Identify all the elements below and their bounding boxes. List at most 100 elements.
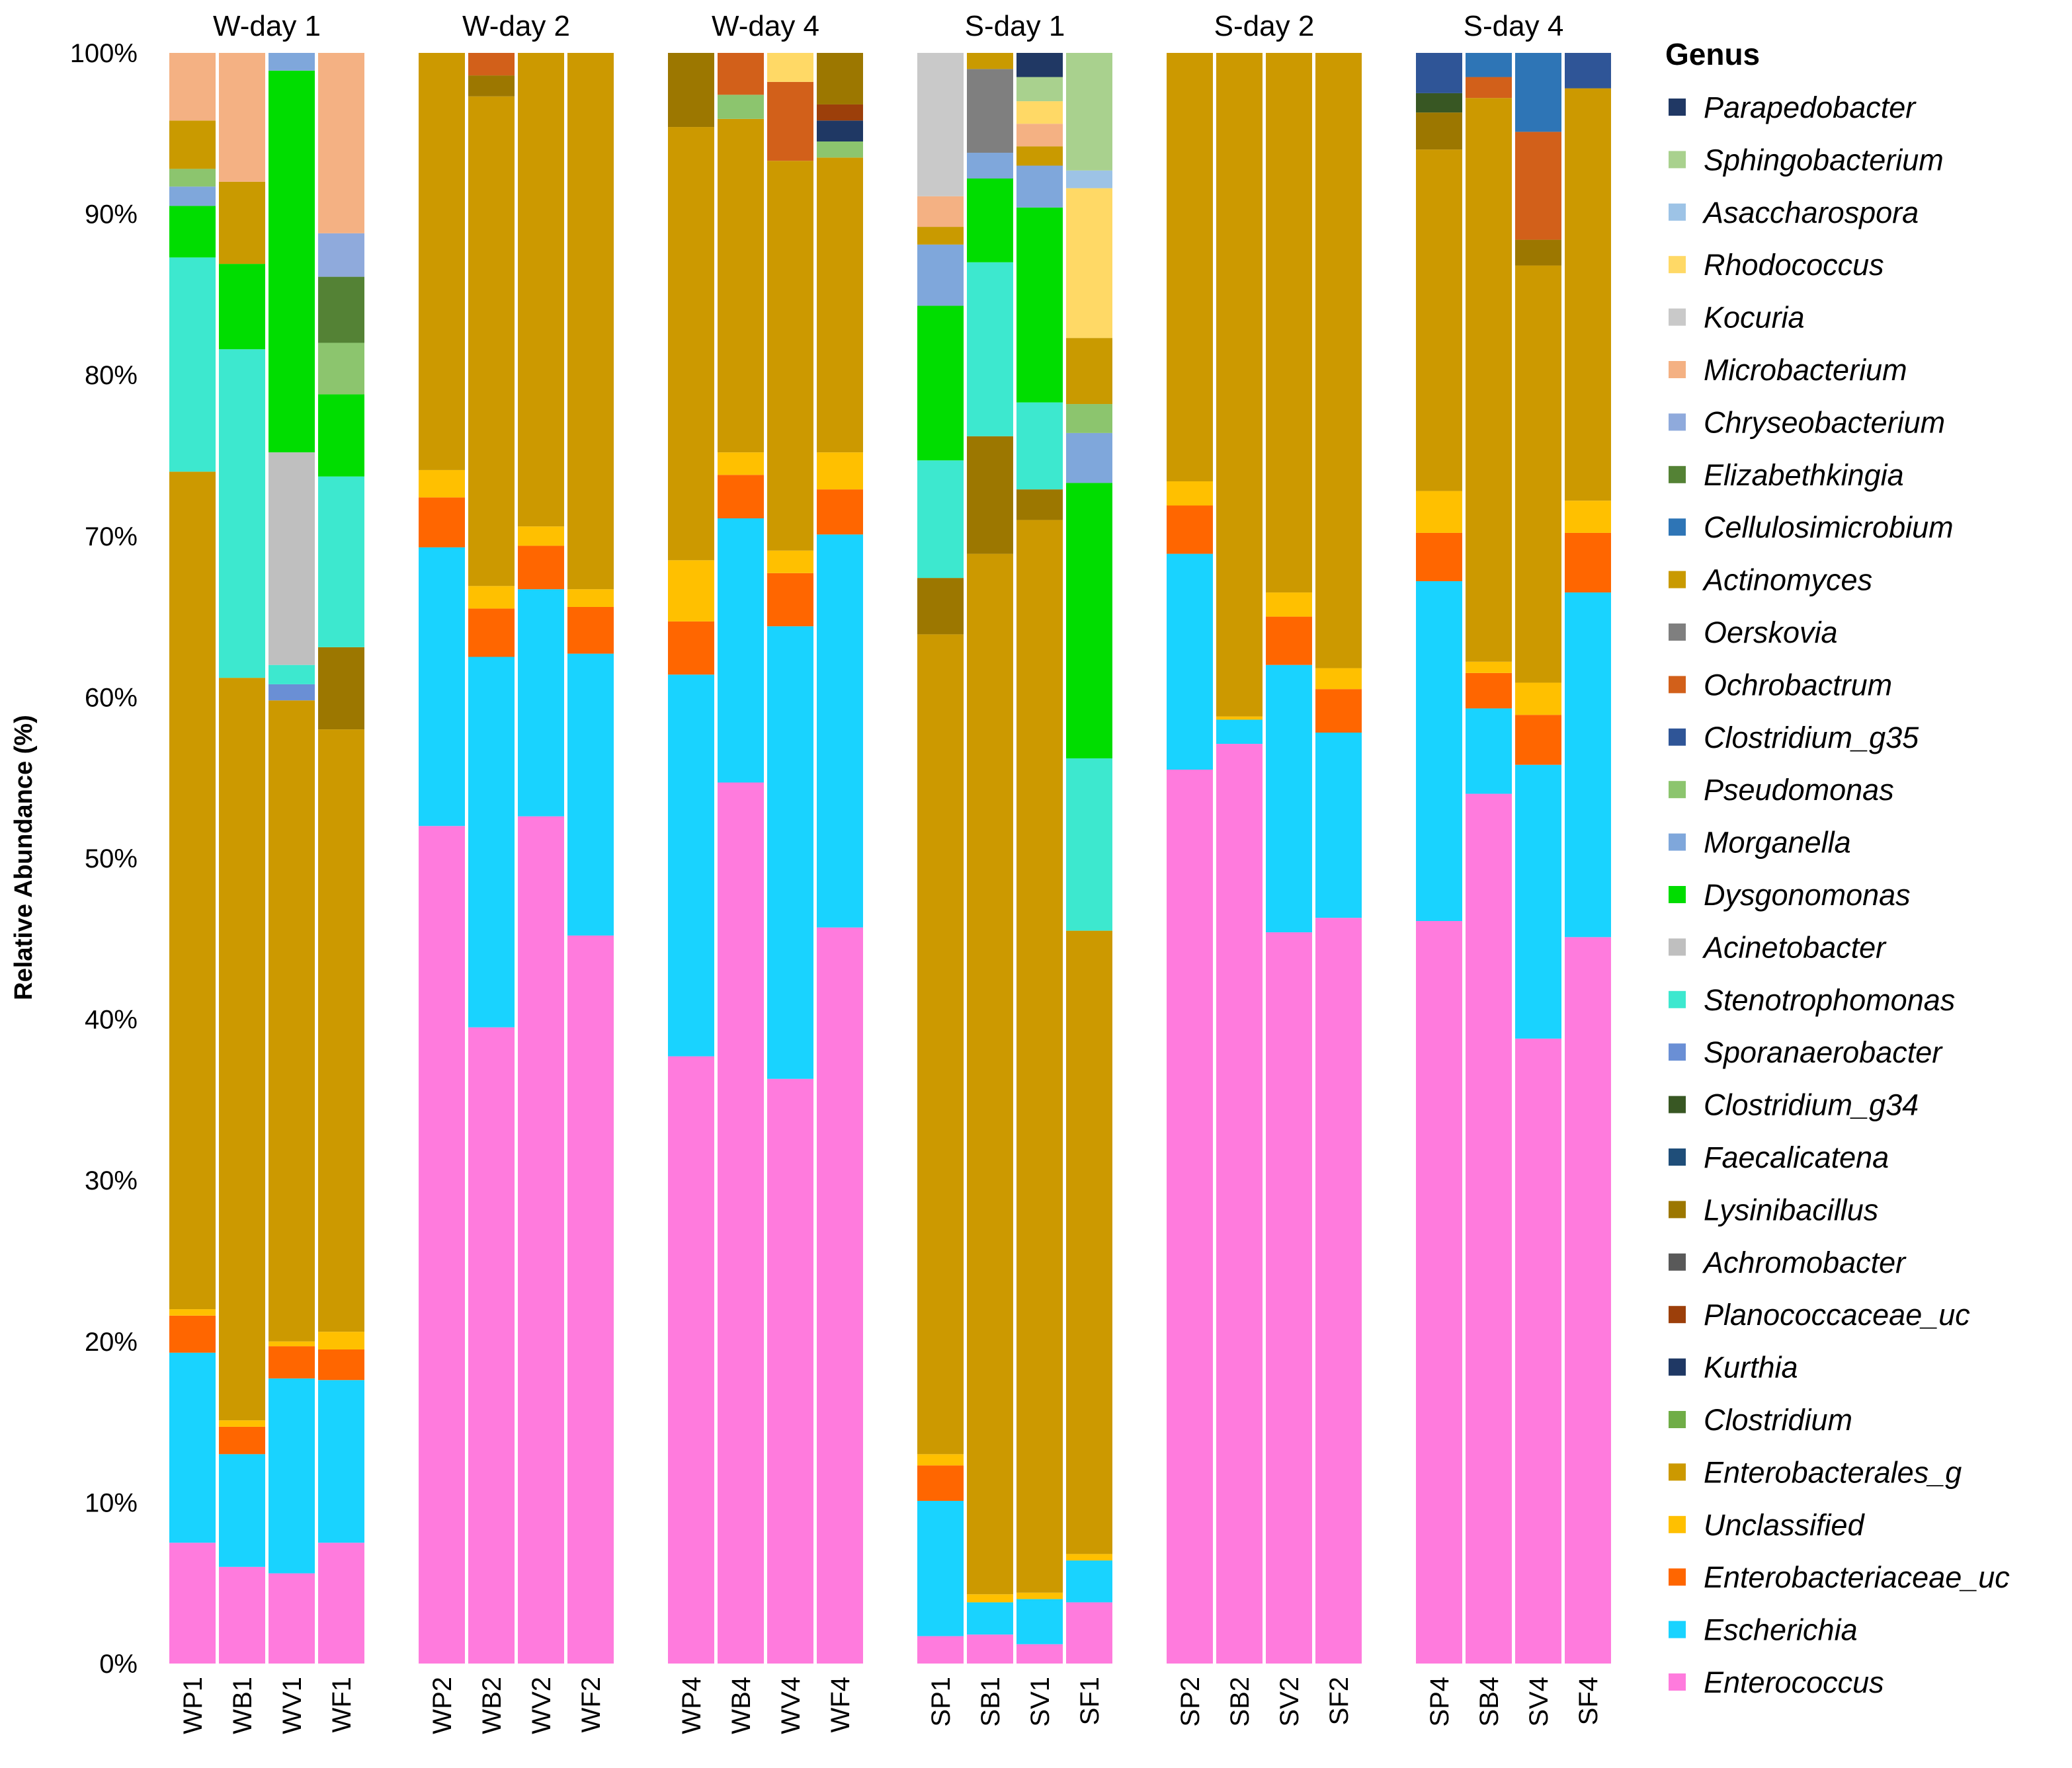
segment-WP1-Microbacterium: [169, 53, 216, 121]
legend-swatch: [1669, 1306, 1686, 1324]
segment-WP4-Unclassified: [668, 560, 714, 622]
legend-swatch: [1669, 1358, 1686, 1376]
bar-SF1: [1066, 53, 1112, 1664]
legend-label: Sporanaerobacter: [1704, 1035, 1943, 1069]
segment-WF2-Enterobacterales_g: [567, 53, 614, 590]
segment-SV1-Lysinibacillus: [1016, 489, 1063, 520]
segment-WV4-Enterobacterales_g: [767, 161, 813, 551]
segment-WF4-Enterococcus: [817, 927, 863, 1664]
legend-item: Enterobacteriaceae_uc: [1669, 1560, 2010, 1594]
segment-WP4-Escherichia: [668, 674, 714, 1057]
legend-item: Chryseobacterium: [1669, 405, 1945, 439]
legend-item: Kurthia: [1669, 1351, 1798, 1385]
bar-WP2: [419, 53, 465, 1664]
segment-SB1-Stenotrophomonas: [967, 262, 1013, 436]
segment-SB1-Escherichia: [967, 1602, 1013, 1635]
segment-SP4-Enterobacteriaceae_uc: [1416, 532, 1462, 582]
segment-SF2-Enterococcus: [1315, 918, 1362, 1664]
legend-item: Dysgonomonas: [1669, 878, 1911, 912]
segment-SB4-Escherichia: [1466, 708, 1512, 794]
segment-SB1-Enterococcus: [967, 1634, 1013, 1664]
segment-SV4-Escherichia: [1515, 764, 1561, 1039]
segment-WP4-Enterobacterales_g: [668, 127, 714, 561]
segment-WB1-Stenotrophomonas: [219, 349, 265, 678]
segment-WV4-Escherichia: [767, 626, 813, 1079]
segment-SV1-Enterobacterales_g: [1016, 520, 1063, 1593]
segment-WV4-Ochrobactrum: [767, 81, 813, 161]
bar-SV4: [1515, 53, 1561, 1664]
segment-SV2-Unclassified: [1266, 592, 1312, 617]
legend-swatch: [1669, 833, 1686, 851]
legend-label: Stenotrophomonas: [1704, 983, 1955, 1017]
segment-SP4-Unclassified: [1416, 491, 1462, 533]
legend-item: Enterococcus: [1669, 1666, 1884, 1699]
legend-swatch: [1669, 1148, 1686, 1166]
segment-SF1-Morganella: [1066, 432, 1112, 483]
segment-SF1-Escherichia: [1066, 1560, 1112, 1603]
legend-item: Escherichia: [1669, 1613, 1858, 1647]
segment-WF1-Microbacterium: [318, 53, 364, 233]
legend-swatch: [1669, 1515, 1686, 1533]
legend-swatch: [1669, 1253, 1686, 1271]
segment-WP1-Escherichia: [169, 1352, 216, 1543]
segment-SF2-Escherichia: [1315, 732, 1362, 918]
segment-WB1-Unclassified: [219, 1420, 265, 1427]
segment-WP1-Stenotrophomonas: [169, 257, 216, 472]
group-label: W-day 4: [712, 10, 819, 42]
y-tick-label: 40%: [85, 1006, 138, 1035]
segment-SF2-Enterobacteriaceae_uc: [1315, 689, 1362, 733]
legend-label: Morganella: [1704, 826, 1851, 860]
segment-SP4-Lysinibacillus: [1416, 112, 1462, 150]
segment-WF1-Elizabethkingia: [318, 276, 364, 343]
segment-SB2-Escherichia: [1216, 719, 1263, 744]
segment-SV2-Enterococcus: [1266, 932, 1312, 1664]
bars: [169, 53, 1611, 1664]
bar-SP1: [917, 53, 964, 1664]
segment-WV1-Sporanaerobacter: [269, 684, 315, 701]
segment-WP2-Enterobacterales_g: [419, 53, 465, 470]
segment-WB1-Dysgonomonas: [219, 264, 265, 350]
segment-WF1-Escherichia: [318, 1380, 364, 1543]
legend-item: Achromobacter: [1669, 1246, 1907, 1279]
segment-SP1-Lysinibacillus: [917, 578, 964, 635]
segment-SF4-Clostridium_g35: [1565, 53, 1611, 89]
segment-SV1-Dysgonomonas: [1016, 207, 1063, 403]
legend-swatch: [1669, 361, 1686, 378]
legend-item: Morganella: [1669, 826, 1851, 860]
legend-label: Planococcaceae_uc: [1704, 1298, 1970, 1332]
legend-label: Rhodococcus: [1704, 248, 1884, 282]
bar-SB1: [967, 53, 1013, 1664]
segment-SB4-Cellulosimicrobium: [1466, 53, 1512, 77]
segment-WB2-Enterobacteriaceae_uc: [468, 608, 515, 657]
segment-WP1-Unclassified: [169, 1309, 216, 1316]
legend-label: Unclassified: [1704, 1508, 1866, 1542]
x-tick-label: SP2: [1176, 1677, 1205, 1727]
segment-SP1-Microbacterium: [917, 196, 964, 227]
segment-WF1-Enterobacterales_g: [318, 729, 364, 1332]
x-tick-label: WB2: [477, 1677, 507, 1734]
segment-SP1-Escherichia: [917, 1500, 964, 1636]
segment-WP4-Lysinibacillus: [668, 53, 714, 128]
segment-WF2-Unclassified: [567, 589, 614, 607]
legend-item: Pseudomonas: [1669, 773, 1894, 807]
legend-swatch: [1669, 623, 1686, 641]
x-tick-label: WB1: [228, 1677, 257, 1734]
x-tick-label: SB4: [1475, 1677, 1504, 1727]
segment-WF1-Lysinibacillus: [318, 647, 364, 730]
segment-WB1-Microbacterium: [219, 53, 265, 182]
segment-WB2-Enterobacterales_g: [468, 96, 515, 586]
legend-item: Sphingobacterium: [1669, 143, 1944, 177]
legend-swatch: [1669, 518, 1686, 536]
segment-WB2-Escherichia: [468, 657, 515, 1027]
group-label: S-day 2: [1214, 10, 1315, 42]
y-tick-label: 10%: [85, 1488, 138, 1517]
legend-label: Oerskovia: [1704, 616, 1838, 649]
segment-WF4-Enterobacterales_g: [817, 157, 863, 453]
bar-WB2: [468, 53, 515, 1664]
segment-SB4-Enterobacterales_g: [1466, 98, 1512, 662]
segment-SP1-Morganella: [917, 244, 964, 306]
segment-SF1-Pseudomonas: [1066, 404, 1112, 433]
segment-SB1-Oerskovia: [967, 69, 1013, 153]
legend-item: Clostridium: [1669, 1403, 1852, 1437]
